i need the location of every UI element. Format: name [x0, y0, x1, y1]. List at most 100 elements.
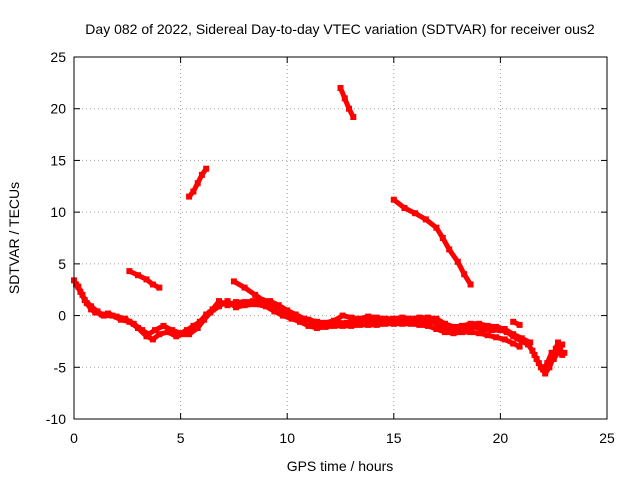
data-point: [73, 281, 80, 288]
x-tick-label: 5: [177, 430, 185, 446]
data-series: [71, 85, 568, 377]
data-point: [252, 291, 259, 298]
data-point: [501, 336, 508, 343]
data-point: [190, 322, 197, 329]
data-point: [152, 327, 158, 334]
y-tick-label: 5: [58, 256, 66, 272]
data-point: [467, 320, 474, 327]
data-point: [198, 171, 205, 178]
y-tick-label: 20: [50, 101, 66, 117]
data-point: [341, 95, 348, 102]
data-point: [424, 322, 431, 329]
data-point: [279, 312, 286, 319]
chart-title: Day 082 of 2022, Sidereal Day-to-day VTE…: [85, 21, 595, 37]
x-tick-label: 0: [70, 430, 78, 446]
data-point: [424, 314, 431, 321]
data-point: [156, 284, 163, 291]
data-point: [322, 323, 329, 330]
data-point: [126, 318, 133, 325]
data-point: [339, 322, 346, 329]
data-point: [488, 327, 495, 334]
data-point: [135, 272, 141, 279]
data-point: [516, 343, 523, 350]
data-point: [433, 315, 440, 322]
data-point: [241, 299, 248, 306]
data-point: [561, 349, 568, 356]
data-point: [467, 281, 474, 288]
data-point: [271, 302, 278, 309]
data-point: [540, 366, 546, 373]
data-point: [535, 360, 542, 367]
data-point: [173, 333, 180, 340]
data-point: [194, 180, 201, 187]
data-point: [339, 312, 346, 319]
data-point: [156, 331, 163, 338]
data-point: [439, 235, 446, 241]
data-point: [518, 338, 525, 345]
data-point: [471, 323, 478, 330]
data-point: [555, 339, 561, 346]
data-point: [433, 326, 440, 332]
data-point: [510, 340, 517, 347]
x-tick-label: 15: [386, 430, 402, 446]
data-point: [186, 193, 193, 200]
data-point: [143, 276, 150, 283]
data-point: [548, 349, 555, 356]
data-point: [461, 271, 468, 278]
data-point: [201, 316, 208, 323]
data-point: [322, 319, 329, 326]
data-point: [143, 333, 150, 340]
data-point: [369, 317, 376, 324]
data-point: [382, 315, 389, 322]
data-point: [126, 268, 133, 275]
data-point: [179, 331, 186, 338]
data-point: [356, 321, 363, 328]
data-point: [531, 351, 538, 358]
data-point: [480, 326, 487, 332]
data-point: [262, 299, 269, 306]
data-point: [77, 288, 84, 295]
data-point: [544, 360, 551, 367]
data-point: [454, 258, 461, 265]
data-point: [510, 331, 517, 338]
data-point: [164, 329, 171, 336]
data-point: [529, 347, 536, 354]
data-point: [230, 278, 237, 285]
data-point: [437, 322, 444, 329]
data-point: [314, 325, 320, 331]
data-point: [467, 329, 474, 336]
data-point: [510, 318, 517, 325]
data-point: [412, 210, 419, 217]
y-tick-label: -10: [46, 411, 66, 427]
data-point: [233, 304, 239, 311]
data-point: [518, 335, 525, 342]
grid: [74, 57, 607, 419]
data-point: [525, 341, 532, 348]
data-point: [262, 303, 269, 310]
data-point: [207, 309, 214, 316]
data-point: [442, 329, 448, 336]
data-point: [343, 319, 350, 326]
data-point: [446, 326, 453, 332]
data-point: [216, 298, 222, 305]
data-point: [516, 321, 523, 328]
data-point: [476, 330, 483, 337]
data-point: [352, 318, 359, 325]
axis-ticks: 0 5 10 15 20 25 -10 -5 0 5 10 15 20 25: [46, 49, 615, 446]
x-tick-label: 25: [599, 430, 615, 446]
data-point: [186, 331, 193, 338]
data-point: [446, 246, 453, 253]
data-point: [348, 314, 355, 321]
x-axis-title: GPS time / hours: [287, 458, 394, 474]
data-point: [399, 320, 406, 327]
data-point: [550, 356, 557, 362]
data-point: [216, 303, 222, 310]
data-point: [416, 314, 423, 321]
data-point: [484, 332, 491, 339]
data-point: [429, 318, 436, 325]
data-point: [314, 318, 320, 325]
data-point: [149, 336, 156, 343]
data-point: [335, 319, 342, 326]
data-point: [546, 364, 553, 371]
data-point: [233, 299, 239, 306]
